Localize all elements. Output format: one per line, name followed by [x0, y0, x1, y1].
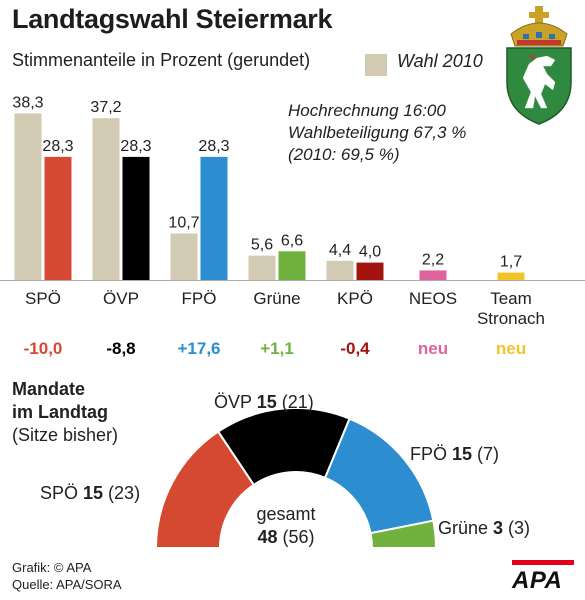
info-line-turnout-2010: (2010: 69,5 %) — [288, 145, 400, 164]
category-label-1: ÖVP — [103, 289, 139, 308]
bar-current-0 — [44, 156, 72, 280]
category-label-4: KPÖ — [337, 289, 373, 308]
bar-label-2010-1: 37,2 — [90, 99, 121, 116]
seat-label-3: Grüne 3 (3) — [438, 518, 530, 538]
bar-2010-1 — [92, 118, 120, 281]
vote-share-chart: 38,3 28,3 SPÖ -10,0 37,2 28,3 ÖVP -8,8 10,7 28,3 F… — [0, 94, 585, 358]
steiermark-coat-of-arms-icon — [506, 6, 572, 125]
category-label-6: Team Stronach — [477, 289, 545, 328]
bar-label-2010-0: 38,3 — [12, 94, 43, 111]
bar-current-2 — [200, 156, 228, 280]
mandate-title-line-2: im Landtag — [12, 402, 109, 422]
bar-2010-3 — [248, 255, 276, 280]
mandate-subtitle: (Sitze bisher) — [12, 425, 119, 445]
bar-2010-2 — [170, 233, 198, 280]
change-label-1: -8,8 — [106, 339, 135, 358]
chart-subtitle: Stimmenanteile in Prozent (gerundet) — [12, 50, 311, 70]
change-label-5: neu — [418, 339, 448, 358]
change-label-0: -10,0 — [24, 339, 63, 358]
seat-total-label: gesamt — [256, 504, 315, 524]
page-title: Landtagswahl Steiermark — [12, 4, 333, 34]
seat-label-1: ÖVP 15 (21) — [214, 392, 314, 412]
bar-current-5 — [419, 270, 447, 280]
change-label-3: +1,1 — [260, 339, 294, 358]
bar-2010-4 — [326, 260, 354, 280]
bar-label-2010-4: 4,4 — [329, 242, 351, 259]
bar-label-2010-3: 5,6 — [251, 237, 273, 254]
seat-segment-0 — [154, 430, 256, 549]
legend-swatch-2010 — [365, 54, 387, 76]
bar-label-current-2: 28,3 — [198, 138, 229, 155]
bar-label-2010-2: 10,7 — [168, 214, 199, 231]
bar-current-3 — [278, 251, 306, 280]
change-label-4: -0,4 — [340, 339, 370, 358]
bar-current-4 — [356, 262, 384, 280]
seat-segment-2 — [323, 417, 435, 535]
mandate-heading: Mandate im Landtag (Sitze bisher) — [12, 378, 118, 447]
legend-label-2010: Wahl 2010 — [397, 51, 483, 71]
info-line-turnout: Wahlbeteiligung 67,3 % — [288, 123, 467, 142]
mandate-title-line-1: Mandate — [12, 379, 86, 399]
bar-label-current-1: 28,3 — [120, 138, 151, 155]
bar-label-current-6: 1,7 — [500, 254, 522, 271]
apa-logo-bar — [512, 560, 574, 565]
credit-graphic: Grafik: © APA — [12, 560, 92, 575]
bar-current-1 — [122, 156, 150, 280]
bar-label-current-5: 2,2 — [422, 251, 444, 268]
bar-current-6 — [497, 272, 525, 280]
category-label-0: SPÖ — [25, 289, 61, 308]
bar-2010-0 — [14, 113, 42, 281]
seat-label-0: SPÖ 15 (23) — [40, 483, 140, 503]
info-box: Hochrechnung 16:00 Wahlbeteiligung 67,3 … — [288, 100, 466, 166]
apa-logo: APA — [512, 560, 574, 595]
category-label-5: NEOS — [409, 289, 457, 308]
bar-label-current-4: 4,0 — [359, 244, 381, 261]
change-label-2: +17,6 — [177, 339, 220, 358]
seat-segment-1 — [216, 407, 351, 487]
category-label-2: FPÖ — [182, 289, 217, 308]
change-label-6: neu — [496, 339, 526, 358]
info-line-forecast: Hochrechnung 16:00 — [288, 101, 446, 120]
seat-segment-3 — [369, 519, 438, 549]
credit: Grafik: © APA Quelle: APA/SORA — [12, 559, 122, 593]
apa-logo-text: APA — [512, 567, 563, 594]
bar-label-current-3: 6,6 — [281, 232, 303, 249]
seat-label-2: FPÖ 15 (7) — [410, 444, 499, 464]
bar-label-current-0: 28,3 — [42, 138, 73, 155]
credit-source: Quelle: APA/SORA — [12, 577, 122, 592]
seat-total-value: 48 (56) — [257, 527, 314, 547]
category-label-3: Grüne — [253, 289, 300, 308]
